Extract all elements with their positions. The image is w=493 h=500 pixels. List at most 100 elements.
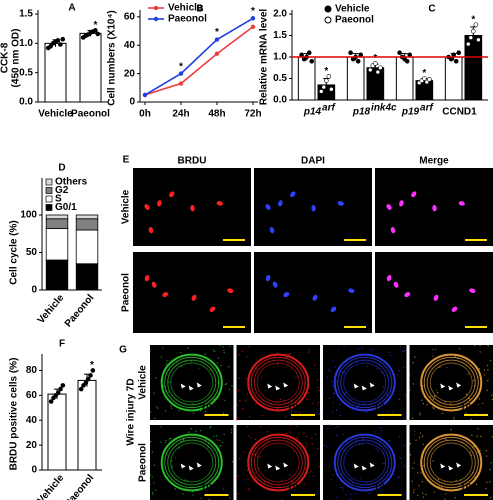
arrowhead	[180, 383, 186, 389]
vessel-wall	[170, 362, 214, 403]
cell-dot	[377, 450, 379, 452]
cell-dot	[248, 433, 250, 436]
cell-dot	[289, 424, 291, 426]
vessel-wall	[420, 353, 483, 412]
cell-dot	[485, 487, 487, 490]
x-tick-label: CCND1	[442, 107, 477, 118]
cell-dot	[209, 425, 212, 428]
vessel-wall	[170, 442, 214, 483]
x-tick-label: Vehicle	[36, 292, 67, 326]
y-tick-label: 0.0	[273, 95, 287, 106]
cell-dot	[490, 462, 492, 464]
bar	[47, 393, 67, 471]
cell-dot	[259, 456, 261, 458]
cell-dot	[404, 466, 406, 468]
nucleus	[151, 281, 157, 288]
data-point	[367, 67, 373, 73]
arrowhead	[456, 462, 462, 468]
cell-dot	[369, 348, 372, 351]
y-axis-label: Cell numbers (X10⁴)	[107, 10, 118, 106]
data-point	[58, 42, 63, 47]
cell-dot	[330, 371, 332, 373]
nucleus	[290, 191, 296, 198]
cell-dot	[186, 479, 189, 482]
vessel-wall	[333, 433, 396, 492]
data-point	[378, 65, 383, 71]
cell-dot	[238, 389, 240, 391]
cell-dot	[289, 353, 291, 355]
cell-dot	[311, 443, 314, 445]
cell-dot	[411, 417, 414, 419]
nucleus	[209, 306, 216, 312]
cell-dot	[358, 443, 361, 446]
data-point	[465, 41, 471, 47]
y-axis-label: BRDU positive cells (%)	[9, 358, 20, 471]
bar	[79, 32, 102, 103]
cell-dot	[454, 355, 456, 358]
cell-dot	[343, 372, 346, 374]
vessel-wall	[247, 433, 310, 492]
cell-dot	[154, 417, 156, 419]
vessel-wall	[337, 436, 393, 489]
y-tick-label: 0	[129, 97, 135, 108]
arrowhead	[275, 385, 281, 391]
cell-dot	[372, 349, 374, 351]
cell-dot	[459, 483, 461, 486]
cell-dot	[408, 407, 411, 409]
legend-swatch	[45, 178, 53, 186]
nucleus	[272, 281, 278, 288]
cell-dot	[243, 451, 245, 454]
cell-dot	[219, 445, 221, 447]
column-title: CD31	[153, 428, 179, 439]
cell-dot	[317, 401, 319, 404]
cell-dot	[335, 434, 338, 437]
cell-dot	[182, 493, 184, 495]
y-tick-label: 1.0	[19, 38, 33, 49]
row-label: Vehicle	[138, 365, 149, 400]
scale-bar-label: 100μm	[201, 403, 233, 414]
y-tick-label: 2.0	[273, 9, 287, 20]
nucleus	[393, 281, 399, 288]
lumen	[347, 367, 382, 398]
cell-dot	[453, 419, 455, 421]
data-point	[55, 38, 61, 43]
cell-dot	[475, 483, 478, 486]
cell-dot	[389, 354, 392, 356]
data-point	[355, 58, 361, 64]
cell-dot	[156, 406, 158, 408]
cell-dot	[355, 492, 357, 495]
legend-label: G0/1	[55, 202, 77, 213]
cell-dot	[151, 451, 154, 453]
vessel-wall	[253, 439, 303, 486]
cell-dot	[388, 440, 390, 442]
data-point	[373, 61, 378, 66]
cell-dot	[460, 479, 462, 481]
scale-bar-label: 100μm	[374, 483, 406, 494]
lumen	[261, 447, 296, 478]
cell-dot	[199, 410, 202, 412]
column-title: Merge	[413, 428, 443, 439]
cell-dot	[246, 392, 249, 395]
cell-dot	[253, 433, 256, 435]
cell-dot	[303, 482, 306, 485]
lumen	[261, 367, 296, 398]
cell-dot	[487, 345, 489, 347]
cell-dot	[376, 368, 378, 370]
cell-dot	[153, 464, 156, 466]
data-point	[329, 86, 334, 92]
vessel-wall	[423, 356, 479, 409]
cell-dot	[433, 408, 435, 410]
cell-dot	[382, 463, 384, 465]
nucleus	[190, 204, 195, 212]
cell-dot	[418, 436, 421, 439]
significance-mark: *	[94, 20, 98, 31]
vessel-wall	[337, 356, 393, 409]
lumen	[434, 367, 469, 398]
cell-dot	[487, 369, 489, 371]
cell-dot	[422, 496, 425, 498]
cell-dot	[180, 440, 182, 443]
x-tick-superscript: arf	[322, 103, 336, 114]
cell-dot	[317, 404, 319, 406]
cell-dot	[192, 412, 195, 414]
nucleus	[312, 294, 318, 301]
